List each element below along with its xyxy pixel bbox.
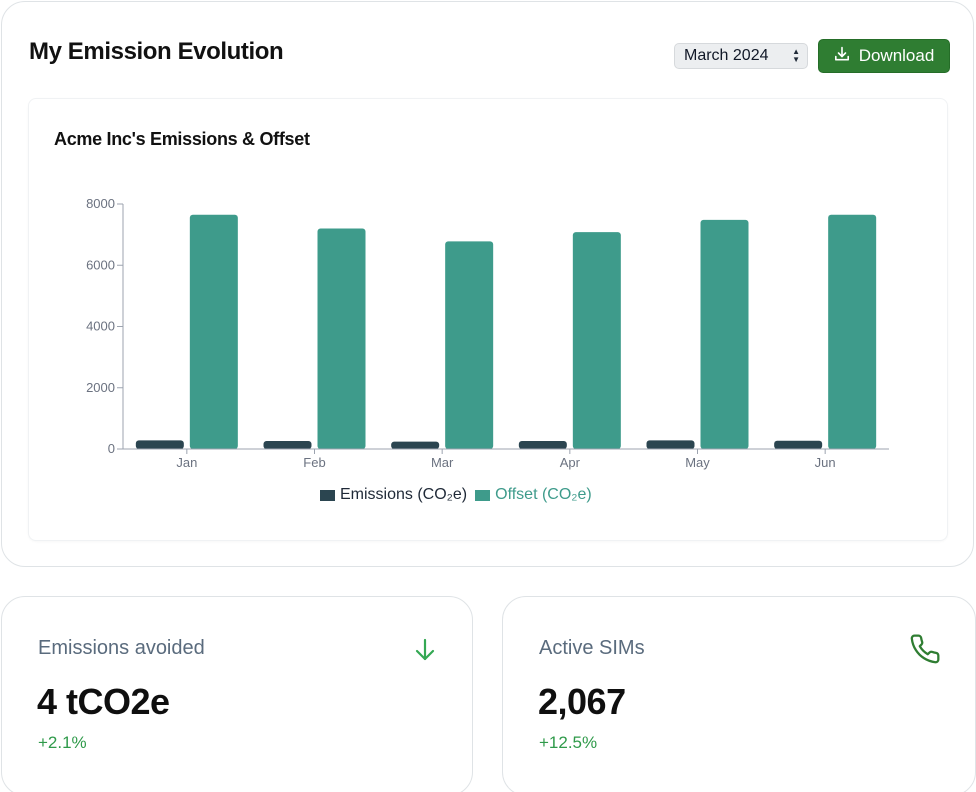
- bar-emissions-apr: [518, 441, 567, 449]
- legend-item-offset[interactable]: Offset (CO₂e): [475, 486, 592, 504]
- bar-emissions-mar: [391, 441, 440, 449]
- legend-swatch-offset: [475, 489, 491, 501]
- bar-emissions-feb: [263, 441, 312, 449]
- y-tick-label: 6000: [86, 257, 115, 272]
- stat-label: Emissions avoided: [38, 637, 205, 659]
- stat-label: Active SIMs: [539, 637, 645, 659]
- y-tick-label: 2000: [86, 380, 115, 395]
- bar-emissions-jun: [774, 440, 823, 449]
- x-tick-label: Jun: [815, 455, 836, 470]
- bar-offset-feb: [317, 228, 366, 449]
- y-tick-label: 8000: [86, 196, 115, 211]
- bar-emissions-jan: [135, 440, 184, 449]
- x-tick-label: Apr: [560, 455, 581, 470]
- bar-offset-apr: [572, 232, 621, 449]
- phone-icon: [909, 633, 941, 670]
- x-tick-label: May: [685, 455, 710, 470]
- stat-change: +12.5%: [539, 733, 598, 752]
- y-tick-label: 0: [108, 441, 115, 456]
- bar-offset-jun: [828, 214, 877, 449]
- period-select[interactable]: March 2024 ▲ ▼: [674, 43, 808, 69]
- legend-swatch-emissions: [320, 489, 335, 501]
- chart-legend: Emissions (CO₂e) Offset (CO₂e): [320, 486, 592, 504]
- x-tick-label: Jan: [176, 455, 197, 470]
- download-button[interactable]: Download: [818, 39, 950, 73]
- period-select-value: March 2024: [684, 47, 769, 64]
- chart-title: Acme Inc's Emissions & Offset: [54, 129, 310, 149]
- legend-label-emissions: Emissions (CO₂e): [340, 486, 468, 503]
- bar-offset-may: [700, 219, 749, 449]
- select-arrows-icon: ▲ ▼: [792, 47, 800, 64]
- stat-value: 4 tCO2e: [37, 681, 170, 722]
- active-sims-card: Active SIMs 2,067 +12.5%: [502, 596, 976, 792]
- download-icon: [834, 46, 850, 67]
- bar-offset-mar: [445, 241, 494, 449]
- y-tick-label: 4000: [86, 319, 115, 334]
- stat-value: 2,067: [538, 681, 626, 722]
- x-tick-label: Mar: [431, 455, 454, 470]
- bar-offset-jan: [189, 214, 238, 449]
- page-title: My Emission Evolution: [29, 38, 284, 65]
- legend-item-emissions[interactable]: Emissions (CO₂e): [320, 486, 467, 504]
- emissions-avoided-card: Emissions avoided 4 tCO2e +2.1%: [1, 596, 473, 792]
- emissions-offset-chart: 0 2000 4000 6000 8000 Jan Feb Mar Apr May Jun: [86, 196, 889, 470]
- x-tick-label: Feb: [303, 455, 325, 470]
- stat-change: +2.1%: [38, 733, 87, 752]
- download-button-label: Download: [858, 46, 935, 65]
- bar-emissions-may: [646, 440, 695, 449]
- legend-label-offset: Offset (CO₂e): [495, 486, 592, 503]
- arrow-down-icon: [412, 637, 438, 668]
